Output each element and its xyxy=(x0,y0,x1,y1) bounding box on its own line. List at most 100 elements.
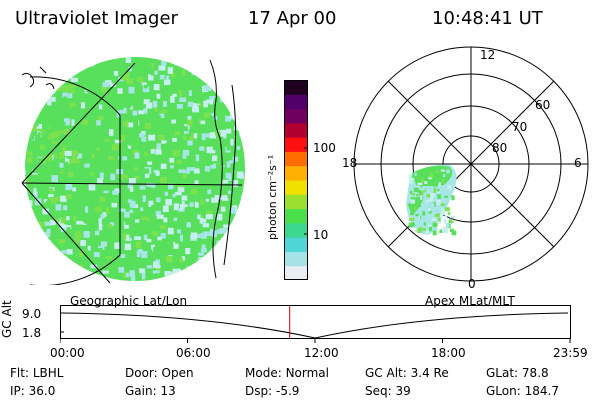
image-pixel xyxy=(103,189,109,194)
image-pixel xyxy=(35,59,39,67)
image-pixel xyxy=(414,172,417,176)
image-pixel xyxy=(249,140,250,147)
image-pixel xyxy=(72,187,77,192)
image-pixel xyxy=(193,57,199,63)
image-pixel xyxy=(170,72,175,78)
image-pixel xyxy=(154,57,160,59)
image-pixel xyxy=(19,202,22,206)
image-pixel xyxy=(58,239,66,244)
image-pixel xyxy=(100,86,107,93)
image-pixel xyxy=(39,254,44,262)
image-pixel xyxy=(17,195,23,198)
image-pixel xyxy=(74,231,82,238)
image-pixel xyxy=(189,167,196,172)
image-pixel xyxy=(167,72,174,77)
image-pixel xyxy=(138,202,143,207)
image-pixel xyxy=(172,193,176,198)
image-pixel xyxy=(99,172,104,180)
image-pixel xyxy=(11,275,15,281)
image-pixel xyxy=(25,266,30,272)
image-pixel xyxy=(242,260,245,265)
image-pixel xyxy=(83,231,90,238)
image-pixel xyxy=(444,207,450,212)
image-pixel xyxy=(211,248,217,252)
image-pixel xyxy=(51,57,57,60)
image-pixel xyxy=(60,191,64,198)
image-pixel xyxy=(49,219,55,226)
image-pixel xyxy=(150,183,156,188)
image-pixel xyxy=(201,232,207,239)
image-pixel xyxy=(248,177,250,183)
image-pixel xyxy=(441,208,444,212)
image-pixel xyxy=(21,161,24,165)
image-pixel xyxy=(124,243,132,251)
image-pixel xyxy=(121,91,126,97)
image-pixel xyxy=(209,132,217,139)
info-dsp: Dsp: -5.9 xyxy=(245,384,300,398)
colorbar-cell xyxy=(284,251,308,267)
image-pixel xyxy=(239,244,245,249)
image-pixel xyxy=(243,74,245,78)
image-pixel xyxy=(427,207,431,212)
image-pixel xyxy=(449,228,455,233)
image-pixel xyxy=(163,261,168,268)
image-pixel xyxy=(123,233,127,240)
image-pixel xyxy=(65,73,73,79)
image-pixel xyxy=(155,115,161,121)
mlt-label-6: 6 xyxy=(574,156,582,170)
image-pixel xyxy=(129,200,136,208)
image-pixel xyxy=(428,210,432,214)
image-pixel xyxy=(425,177,431,182)
image-pixel xyxy=(161,109,168,113)
image-pixel xyxy=(446,185,450,188)
image-pixel xyxy=(81,119,89,126)
image-pixel xyxy=(123,178,130,182)
image-pixel xyxy=(65,183,71,191)
image-pixel xyxy=(16,104,21,108)
image-pixel xyxy=(134,72,140,77)
mlt-label-18: 18 xyxy=(342,156,357,170)
image-pixel xyxy=(127,144,132,149)
image-pixel xyxy=(26,134,31,138)
image-pixel xyxy=(172,149,180,157)
info-glon: GLon: 184.7 xyxy=(486,384,559,398)
image-pixel xyxy=(447,212,451,215)
image-pixel xyxy=(42,123,46,128)
image-pixel xyxy=(112,190,119,195)
image-pixel xyxy=(208,99,213,105)
image-pixel xyxy=(71,254,77,262)
image-pixel xyxy=(151,205,158,210)
image-pixel xyxy=(44,221,51,226)
image-pixel xyxy=(64,150,72,157)
image-pixel xyxy=(195,233,202,238)
image-pixel xyxy=(198,119,202,124)
image-pixel xyxy=(168,275,173,281)
image-pixel xyxy=(43,166,49,173)
image-pixel xyxy=(227,190,233,195)
image-pixel xyxy=(183,128,189,134)
image-pixel xyxy=(163,217,168,223)
image-pixel xyxy=(62,187,67,192)
image-pixel xyxy=(59,98,65,105)
image-pixel xyxy=(11,161,15,166)
image-pixel xyxy=(124,234,130,241)
image-pixel xyxy=(59,224,67,230)
image-pixel xyxy=(410,198,416,204)
colorbar-frame xyxy=(284,80,308,280)
image-pixel xyxy=(247,218,250,222)
image-pixel xyxy=(192,103,198,110)
image-pixel xyxy=(428,226,433,232)
image-pixel xyxy=(194,180,199,184)
image-pixel xyxy=(148,200,154,208)
image-pixel xyxy=(422,211,426,216)
image-pixel xyxy=(206,210,212,217)
image-pixel xyxy=(120,135,126,142)
image-pixel xyxy=(158,134,165,141)
image-pixel xyxy=(136,170,141,175)
image-pixel xyxy=(153,247,160,253)
image-pixel xyxy=(201,180,207,187)
image-pixel xyxy=(39,164,44,169)
image-pixel xyxy=(105,207,110,214)
image-pixel xyxy=(230,275,237,280)
image-pixel xyxy=(56,262,60,270)
